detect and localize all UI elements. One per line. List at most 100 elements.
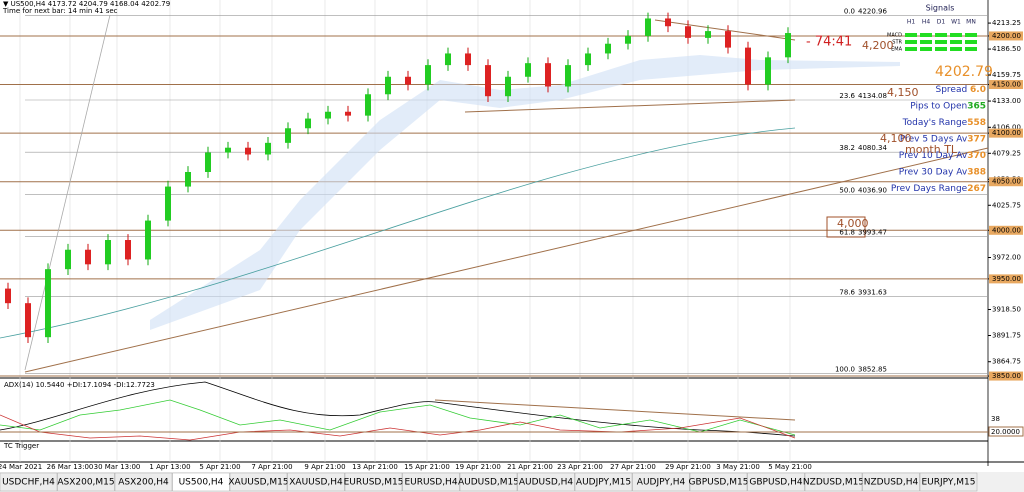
info-value: 388 xyxy=(967,167,986,177)
tab-bg xyxy=(344,472,403,492)
y-tick-label: 4186.50 xyxy=(992,45,1021,53)
tab[interactable]: AUDJPY,M15 xyxy=(574,472,633,492)
tab-label: AUDJPY,H4 xyxy=(637,478,686,488)
tab[interactable]: ASX200,M15 xyxy=(57,472,115,492)
y-tick-label: 3891.75 xyxy=(992,331,1021,339)
fib-price: 4220.96 xyxy=(858,8,887,16)
signal-cell xyxy=(920,40,932,44)
candle-body xyxy=(105,240,111,265)
info-label: Today's Range xyxy=(902,118,968,128)
minus-di-line xyxy=(0,414,796,441)
tab[interactable]: XAUUSD,H4 xyxy=(287,472,345,492)
adx-trendline xyxy=(434,399,796,421)
candle-body xyxy=(645,18,651,36)
tab[interactable]: GBPUSD,M15 xyxy=(689,472,749,492)
level-box xyxy=(826,216,866,238)
tab-bg xyxy=(57,472,115,492)
signal-cell xyxy=(905,47,917,51)
fib-level: 100.0 xyxy=(835,365,855,373)
tab-bg xyxy=(747,472,805,492)
tab-bg xyxy=(632,472,690,492)
signals-tf: MN xyxy=(966,19,976,26)
tab[interactable]: NZDUSD,M15 xyxy=(803,472,864,492)
fib-price: 4134.08 xyxy=(858,92,887,100)
candle-body xyxy=(605,43,611,54)
tab[interactable]: AUDJPY,H4 xyxy=(632,472,690,492)
x-label: 30 Mar 13:00 xyxy=(94,463,141,471)
candle-body xyxy=(445,53,451,66)
info-value: 377 xyxy=(967,134,986,144)
tab[interactable]: GBPUSD,H4 xyxy=(747,472,805,492)
info-label: Prev Days Range xyxy=(891,184,968,194)
signals-row: MACD xyxy=(887,33,902,39)
y-tick-label: 4133.00 xyxy=(992,97,1021,105)
candle-body xyxy=(225,147,231,153)
info-label: Spread xyxy=(935,85,970,95)
tab-label: ASX200,H4 xyxy=(118,478,169,488)
signals-tf: H4 xyxy=(922,19,931,26)
tab-label: EURJPY,M15 xyxy=(922,478,976,488)
x-label: 29 Apr 21:00 xyxy=(665,463,711,471)
candle-body xyxy=(565,65,571,87)
y-tick-box xyxy=(989,177,1023,187)
signal-cell xyxy=(935,33,947,37)
y-tick-label: 4025.75 xyxy=(992,201,1021,209)
x-label: 23 Apr 21:00 xyxy=(557,463,603,471)
signal-cell xyxy=(965,33,977,37)
candle-body xyxy=(745,47,751,85)
y-tick-label: 3864.75 xyxy=(992,358,1021,366)
tab-bg xyxy=(804,472,863,492)
tab-label: ASX200,M15 xyxy=(57,478,114,488)
tab[interactable]: EURJPY,M15 xyxy=(919,472,978,492)
candle-body xyxy=(85,249,91,265)
tab[interactable]: EURUSD,M15 xyxy=(344,472,404,492)
signal-cell xyxy=(950,47,962,51)
fib-level: 23.6 xyxy=(839,92,855,100)
timer: Time for next bar: 14 min 41 sec xyxy=(2,7,118,15)
tab-label: AUDUSD,M15 xyxy=(458,478,519,488)
tab[interactable]: AUDUSD,M15 xyxy=(458,472,519,492)
x-label: 24 Mar 2021 xyxy=(0,463,42,471)
candle-body xyxy=(305,118,311,129)
candle-body xyxy=(485,65,491,97)
tab[interactable]: ASX200,H4 xyxy=(114,472,173,492)
tab[interactable]: US500,H4 xyxy=(172,472,230,492)
level-label: 4,150 xyxy=(887,86,919,99)
tab-bg xyxy=(229,472,288,492)
fib-price: 4080.34 xyxy=(858,144,887,152)
signal-cell xyxy=(935,40,947,44)
fib-price: 3852.85 xyxy=(858,365,887,373)
y-tick-box xyxy=(989,80,1023,90)
trendline xyxy=(24,14,111,371)
candle-body xyxy=(705,31,711,38)
signal-cell xyxy=(920,33,932,37)
y-tick-label: 4200.00 xyxy=(992,32,1021,40)
x-label: 13 Apr 21:00 xyxy=(352,463,398,471)
countdown: - 74:41 xyxy=(806,35,852,50)
tab-label: NZDUSD,M15 xyxy=(803,478,864,488)
fib-price: 3993.47 xyxy=(858,229,887,237)
y-tick-label: 4100.00 xyxy=(992,129,1021,137)
tab-bg xyxy=(574,472,633,492)
y-tick-label: 3850.00 xyxy=(992,372,1021,380)
candle-body xyxy=(5,288,11,304)
signal-cell xyxy=(950,33,962,37)
info-row: Today's Range558 xyxy=(902,118,986,128)
signals-title: Signals xyxy=(926,4,955,13)
candle-body xyxy=(685,26,691,38)
tab[interactable]: USDCHF,H4 xyxy=(0,472,58,492)
info-row: Pips to Open365 xyxy=(910,101,986,111)
tab[interactable]: EURUSD,H4 xyxy=(402,472,460,492)
tab[interactable]: NZDUSD,H4 xyxy=(862,472,920,492)
signal-cell xyxy=(935,47,947,51)
adx-tick: 20.0000 xyxy=(991,428,1020,436)
tab[interactable]: AUDUSD,H4 xyxy=(517,472,575,492)
tab[interactable]: XAUUSD,M15 xyxy=(228,472,289,492)
candle-body xyxy=(45,269,51,338)
tab-label: EURUSD,H4 xyxy=(404,478,457,488)
tab-label: AUDUSD,H4 xyxy=(519,478,574,488)
candle-body xyxy=(385,76,391,95)
level-label: 4,200 xyxy=(862,39,894,52)
fib-level: 0.0 xyxy=(844,8,855,16)
